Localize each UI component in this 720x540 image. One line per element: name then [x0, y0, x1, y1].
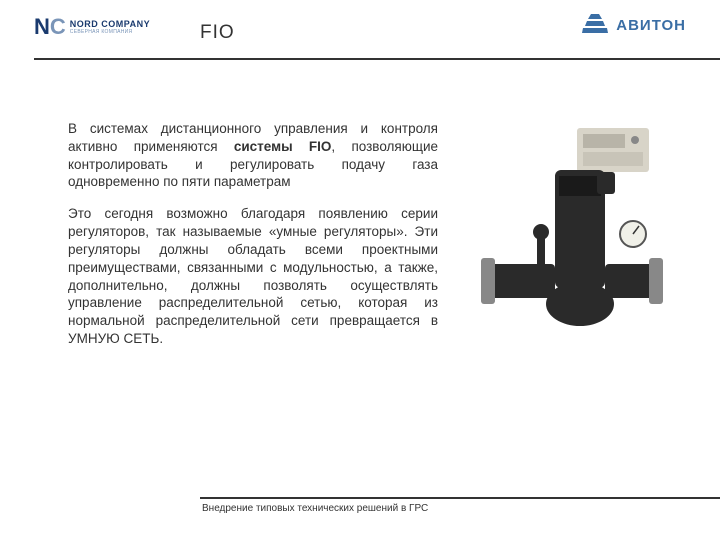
body-text: В системах дистанционного управления и к…: [68, 120, 438, 362]
footer-text: Внедрение типовых технических решений в …: [200, 503, 720, 514]
footer-rule: [200, 497, 720, 499]
paragraph-2: Это сегодня возможно благодаря появлению…: [68, 205, 438, 348]
p1-bold: системы FIO: [234, 139, 332, 154]
nord-company-logo: NC NORD COMPANY СЕВЕРНАЯ КОМПАНИЯ: [34, 16, 150, 38]
content-area: В системах дистанционного управления и к…: [68, 120, 686, 362]
regulator-device-image: [477, 124, 667, 334]
paragraph-1: В системах дистанционного управления и к…: [68, 120, 438, 191]
logo-top-line: NORD COMPANY: [70, 20, 150, 29]
logo-bottom-line: СЕВЕРНАЯ КОМПАНИЯ: [70, 30, 150, 35]
aviton-logo: АВИТОН: [582, 14, 686, 36]
logo-text: NORD COMPANY СЕВЕРНАЯ КОМПАНИЯ: [70, 20, 150, 35]
header-rule: [34, 58, 720, 60]
page-title: FIO: [200, 22, 235, 44]
device-image-column: [458, 120, 686, 362]
aviton-stripes-icon: [582, 14, 608, 36]
logo-monogram: NC: [34, 16, 66, 38]
footer: Внедрение типовых технических решений в …: [200, 497, 720, 514]
aviton-text: АВИТОН: [616, 17, 686, 34]
